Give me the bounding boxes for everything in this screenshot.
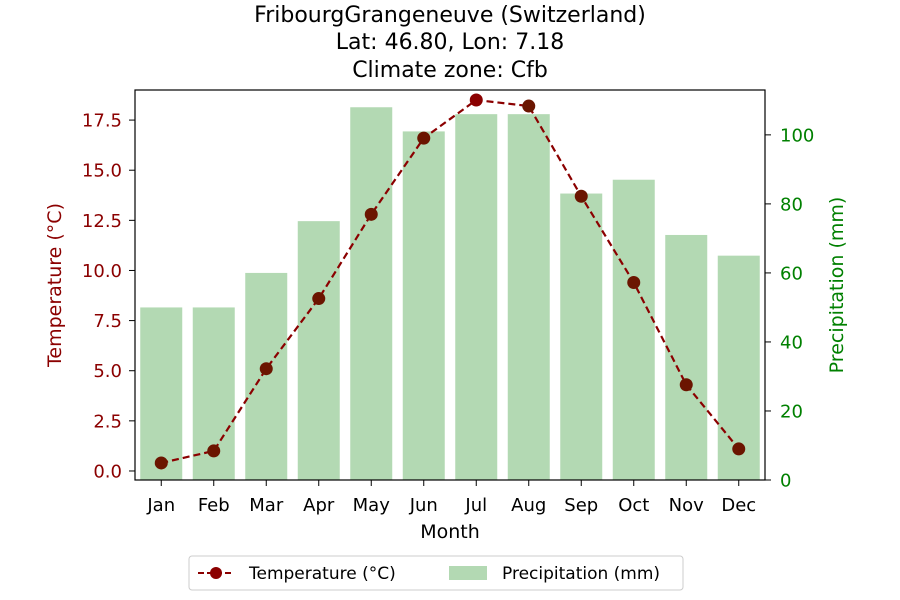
temperature-line (154, 93, 746, 470)
legend-precipitation-label: Precipitation (mm) (502, 564, 660, 584)
temperature-point-jul (469, 93, 483, 107)
x-tick-label-apr: Apr (303, 495, 335, 516)
x-axis-label: Month (420, 521, 480, 543)
precipitation-bar-jun (402, 131, 445, 480)
temperature-point-nov (679, 378, 693, 392)
x-tick-label-nov: Nov (669, 495, 704, 516)
right-tick-label: 60 (780, 263, 803, 284)
precipitation-bar-oct (612, 179, 655, 481)
temperature-point-aug (522, 99, 536, 113)
chart-title-line-2: Lat: 46.80, Lon: 7.18 (336, 30, 564, 55)
left-tick-label: 10.0 (82, 261, 122, 282)
precipitation-bar-may (350, 107, 393, 480)
temperature-point-apr (312, 292, 326, 306)
right-tick-label: 80 (780, 194, 803, 215)
temperature-point-jun (417, 131, 431, 145)
x-tick-label-aug: Aug (511, 495, 546, 516)
temperature-point-dec (732, 442, 746, 456)
x-tick-label-jun: Jun (409, 495, 438, 516)
left-tick-label: 7.5 (93, 311, 122, 332)
x-tick-label-jan: Jan (146, 495, 175, 516)
right-tick-label: 100 (780, 125, 814, 146)
temperature-point-oct (627, 275, 641, 289)
right-tick-label: 20 (780, 401, 803, 422)
chart-title-line-3: Climate zone: Cfb (352, 58, 548, 83)
left-tick-label: 2.5 (93, 411, 122, 432)
right-axis-ticks: 0 20 40 60 80 100 (765, 125, 814, 492)
temperature-point-sep (574, 189, 588, 203)
x-tick-label-jul: Jul (464, 495, 487, 516)
x-tick-label-dec: Dec (721, 495, 756, 516)
temperature-series-line (161, 98, 740, 465)
temperature-point-jan (154, 456, 168, 470)
x-tick-label-feb: Feb (198, 495, 230, 516)
precipitation-bar-jul (455, 114, 498, 480)
precipitation-bar-mar (245, 272, 288, 480)
temperature-point-mar (259, 362, 273, 376)
legend-box (188, 555, 684, 591)
x-tick-label-sep: Sep (564, 495, 598, 516)
left-tick-label: 15.0 (82, 161, 122, 182)
right-tick-label: 0 (780, 471, 791, 492)
chart-title: FribourgGrangeneuve (Switzerland) Lat: 4… (254, 3, 646, 83)
temperature-point-may (364, 207, 378, 221)
precipitation-bar-aug (507, 114, 550, 480)
legend-temperature-marker (210, 567, 222, 579)
left-tick-label: 12.5 (82, 211, 122, 232)
left-axis-ticks: 0.0 2.5 5.0 7.5 10.0 12.5 15.0 17.5 (82, 111, 135, 482)
right-tick-label: 40 (780, 332, 803, 353)
left-axis-label: Temperature (°C) (44, 203, 66, 368)
x-tick-label-mar: Mar (249, 495, 284, 516)
precipitation-bars (140, 107, 760, 481)
legend-precipitation-swatch (449, 566, 487, 580)
precipitation-bar-sep (560, 193, 603, 480)
precipitation-bar-apr (297, 221, 340, 480)
legend-temperature-label: Temperature (°C) (248, 564, 396, 584)
precipitation-bar-jan (140, 307, 183, 480)
temperature-point-feb (207, 444, 221, 458)
chart-title-line-1: FribourgGrangeneuve (Switzerland) (254, 3, 646, 28)
left-tick-label: 17.5 (82, 111, 122, 132)
left-tick-label: 5.0 (93, 361, 122, 382)
legend: Temperature (°C) Precipitation (mm) (188, 555, 684, 591)
x-tick-label-may: May (353, 495, 391, 516)
plot-frame (134, 89, 766, 481)
x-tick-label-oct: Oct (618, 495, 649, 516)
left-tick-label: 0.0 (93, 461, 122, 482)
x-axis-ticks: Jan Feb Mar Apr May Jun Jul Aug Sep Oct Nov Dec (146, 480, 756, 516)
right-axis-label: Precipitation (mm) (826, 197, 848, 374)
